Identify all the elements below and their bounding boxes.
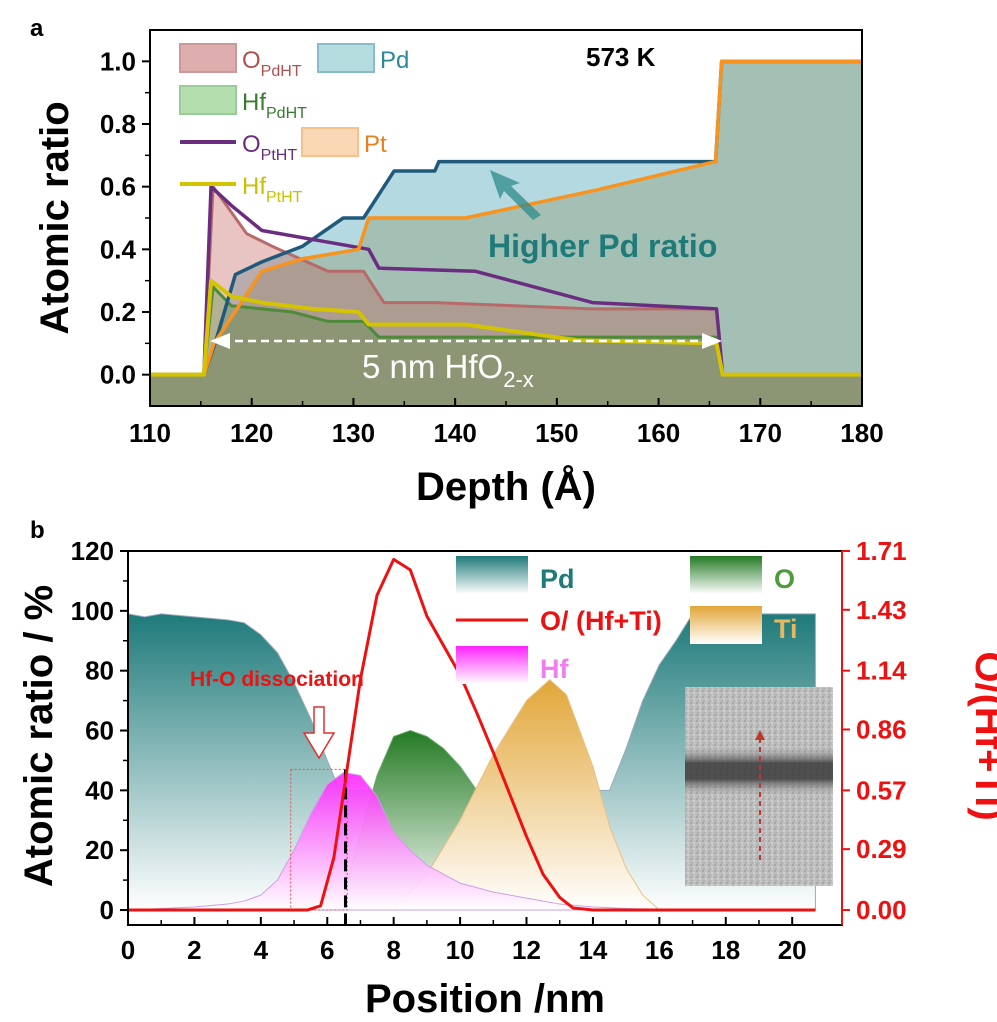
a-xtick-label: 110 — [129, 418, 171, 448]
b-xtick-label: 8 — [386, 935, 400, 965]
a-ytick-label: 0.2 — [100, 297, 136, 327]
b-ytick-left-label: 40 — [85, 775, 114, 805]
a-xtick-label: 120 — [230, 418, 273, 448]
panel-b: b Hf-O dissociation 0 2 4 6 8 10 12 14 16 18 20 0 20… — [17, 517, 997, 1021]
panel-b-lines — [128, 557, 816, 912]
line-o-ptht — [150, 184, 862, 377]
legend-label-hf-ptht: HfPtHT — [242, 173, 303, 206]
b-ytick-right-label: 1.14 — [856, 656, 907, 686]
area-hf — [127, 771, 816, 911]
b-ytick-right-label: 1.43 — [856, 595, 907, 625]
legend-label-o: O — [774, 564, 795, 594]
area-pd — [127, 613, 816, 911]
panel-a-lines — [150, 59, 862, 377]
b-ytick-left-label: 80 — [85, 656, 114, 686]
legend-swatch-pd — [456, 556, 528, 594]
b-ytick-left-label: 100 — [71, 596, 114, 626]
b-xtick-label: 12 — [512, 935, 541, 965]
b-ytick-right-label: 0.29 — [856, 834, 907, 864]
b-xtick-label: 4 — [254, 935, 269, 965]
higher-pd-label: Higher Pd ratio — [488, 228, 717, 264]
a-ytick-label: 1.0 — [100, 46, 136, 76]
legend-label-ti: Ti — [774, 614, 798, 644]
legend-swatch-ti — [690, 606, 762, 644]
legend-swatch-hf-pdht — [179, 85, 237, 115]
line-pt-outline — [150, 59, 862, 377]
b-ytick-left-label: 120 — [71, 536, 114, 566]
legend-swatch-pd — [317, 43, 375, 73]
a-xtick-label: 150 — [535, 418, 578, 448]
panel-b-areas — [127, 613, 816, 911]
panel-b-legend: Pd O O/ (Hf+Ti) Ti Hf — [456, 556, 798, 684]
b-xtick-label: 10 — [446, 935, 475, 965]
a-ytick-label: 0.4 — [100, 234, 137, 264]
b-ytick-left-label: 0 — [100, 895, 114, 925]
panel-a-legend: OPdHT Pd HfPdHT OPtHT Pt HfPtHT — [179, 43, 409, 206]
line-o-hf-ti-ratio — [128, 557, 816, 912]
a-xtick-label: 180 — [840, 418, 883, 448]
legend-label-o-ptht: OPtHT — [242, 131, 297, 164]
a-xtick-label: 140 — [433, 418, 476, 448]
panel-a-label: a — [30, 15, 44, 42]
area-pd — [150, 61, 862, 406]
b-xtick-label: 16 — [645, 935, 674, 965]
higher-pd-arrow — [490, 170, 541, 220]
panel-a-y-title: Atomic ratio — [33, 101, 77, 334]
legend-label-pd: Pd — [380, 47, 409, 74]
dissociation-arrow-icon — [302, 706, 336, 760]
panel-a-x-title: Depth (Å) — [416, 464, 596, 509]
a-xtick-label: 170 — [739, 418, 782, 448]
b-ytick-left-label: 60 — [85, 716, 114, 746]
b-xtick-label: 6 — [320, 935, 334, 965]
a-xtick-label: 130 — [332, 418, 375, 448]
legend-swatch-o-pdht — [179, 43, 237, 73]
b-ytick-right-label: 0.57 — [856, 775, 907, 805]
area-o-pdht — [150, 186, 862, 406]
a-ytick-label: 0.0 — [100, 360, 136, 390]
b-xtick-label: 20 — [778, 935, 807, 965]
legend-label-hf: Hf — [540, 654, 569, 684]
b-xtick-label: 18 — [711, 935, 740, 965]
legend-swatch-pt — [301, 127, 359, 157]
legend-swatch-hf — [456, 646, 528, 684]
legend-label-pt: Pt — [364, 131, 387, 158]
legend-label-pd: Pd — [540, 564, 575, 594]
panel-b-y-right-title: O/(Hf+Ti) — [967, 651, 997, 820]
area-hf-pdht — [150, 286, 862, 406]
tem-inset-image — [685, 687, 833, 886]
legend-label-o-hf-ti: O/ (Hf+Ti) — [540, 606, 662, 636]
b-ytick-left-label: 20 — [85, 835, 114, 865]
b-xtick-label: 14 — [578, 935, 607, 965]
temperature-label: 573 K — [586, 42, 656, 72]
dissociation-label: Hf-O dissociation — [190, 668, 364, 691]
b-ytick-right-label: 1.71 — [856, 536, 907, 566]
b-xtick-label: 2 — [187, 935, 201, 965]
panel-a: a 110 120 130 140 150 160 170 180 0.0 0.2 0.4 0.6 0.… — [30, 15, 884, 509]
line-pd-outline — [150, 59, 862, 377]
panel-b-x-title: Position /nm — [365, 977, 605, 1021]
a-ytick-label: 0.6 — [100, 172, 136, 202]
panel-b-y-left-title: Atomic ratio / % — [17, 585, 61, 887]
a-ytick-label: 0.8 — [100, 109, 136, 139]
panel-b-ticks: 0 2 4 6 8 10 12 14 16 18 20 0 20 40 60 80 100 120 0.00 0.29… — [71, 536, 908, 965]
line-hf-ptht — [150, 278, 862, 377]
a-xtick-label: 160 — [637, 418, 680, 448]
panel-a-areas — [150, 61, 862, 406]
legend-swatch-o — [690, 556, 762, 594]
panel-b-label: b — [30, 517, 45, 544]
b-ytick-right-label: 0.00 — [856, 895, 907, 925]
legend-label-hf-pdht: HfPdHT — [242, 89, 307, 122]
thickness-label: 5 nm HfO2-x — [362, 348, 534, 392]
b-ytick-right-label: 0.86 — [856, 714, 907, 744]
legend-label-o-pdht: OPdHT — [242, 47, 302, 80]
thickness-arrow-right — [702, 333, 722, 349]
dissociation-highlight-box — [290, 768, 348, 911]
area-ti — [392, 678, 661, 911]
panel-a-ticks: 110 120 130 140 150 160 170 180 0.0 0.2 0.4 0.6 0.8 1… — [100, 46, 884, 448]
b-xtick-label: 0 — [121, 935, 135, 965]
thickness-arrow-left — [210, 333, 230, 349]
